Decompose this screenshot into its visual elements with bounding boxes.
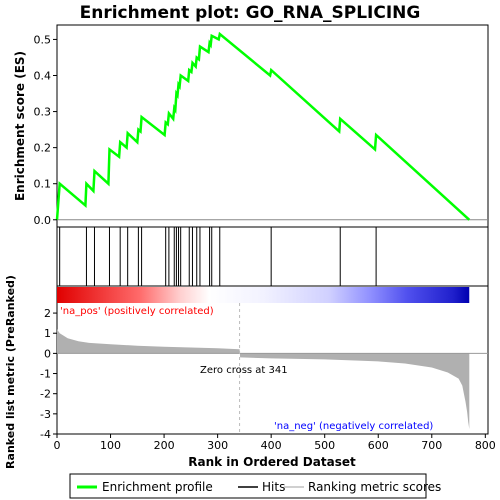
metric-layer	[57, 303, 488, 434]
es-y-tick-label: 0.1	[34, 178, 52, 191]
chart-title: Enrichment plot: GO_RNA_SPLICING	[80, 3, 421, 23]
metric-y-tick-label: 2	[44, 307, 51, 320]
color-bar	[57, 287, 470, 303]
metric-panel-frame	[56, 285, 489, 435]
legend-es-label: Enrichment profile	[102, 480, 213, 494]
es-layer	[55, 31, 488, 221]
x-tick-label: 700	[421, 439, 442, 452]
es-y-tick-label: 0.5	[34, 33, 52, 46]
es-y-tick-label: 0.4	[34, 70, 52, 83]
metric-y-tick-label: -3	[40, 408, 51, 421]
x-tick-label: 100	[100, 439, 121, 452]
x-tick-label: 300	[207, 439, 228, 452]
x-tick-label: 800	[475, 439, 496, 452]
metric-y-tick-label: -1	[40, 368, 51, 381]
x-tick-label: 500	[314, 439, 335, 452]
hits-layer	[59, 227, 377, 286]
legend: Enrichment profile Hits Ranking metric s…	[69, 473, 441, 499]
x-tick-label: 0	[54, 439, 61, 452]
neg-correlated-label: 'na_neg' (negatively correlated)	[274, 421, 433, 432]
legend-hits-label: Hits	[262, 480, 285, 494]
es-y-tick-label: 0.2	[34, 142, 52, 155]
metric-y-tick-label: 1	[44, 327, 51, 340]
x-tick-label: 600	[368, 439, 389, 452]
legend-metric-label: Ranking metric scores	[308, 480, 441, 494]
metric-y-axis-label: Ranked list metric (PreRanked)	[4, 275, 17, 469]
es-y-axis-label: Enrichment score (ES)	[13, 51, 27, 201]
metric-y-tick-label: 0	[44, 347, 51, 360]
metric-y-tick-label: -2	[40, 388, 51, 401]
x-tick-label: 200	[154, 439, 175, 452]
ranking-metric-area	[57, 329, 470, 429]
es-y-tick-label: 0.0	[34, 214, 52, 227]
es-y-tick-label: 0.3	[34, 106, 52, 119]
rank-color-bar	[57, 287, 470, 303]
x-axis-label: Rank in Ordered Dataset	[188, 455, 356, 469]
metric-y-tick-label: -4	[40, 428, 51, 441]
es-profile-line	[55, 31, 471, 221]
x-tick-label: 400	[261, 439, 282, 452]
legend-box	[69, 473, 427, 499]
zero-cross-label: Zero cross at 341	[200, 365, 288, 376]
hits-panel-frame	[56, 226, 489, 287]
pos-correlated-label: 'na_pos' (positively correlated)	[60, 306, 214, 317]
es-panel-frame	[56, 24, 489, 228]
